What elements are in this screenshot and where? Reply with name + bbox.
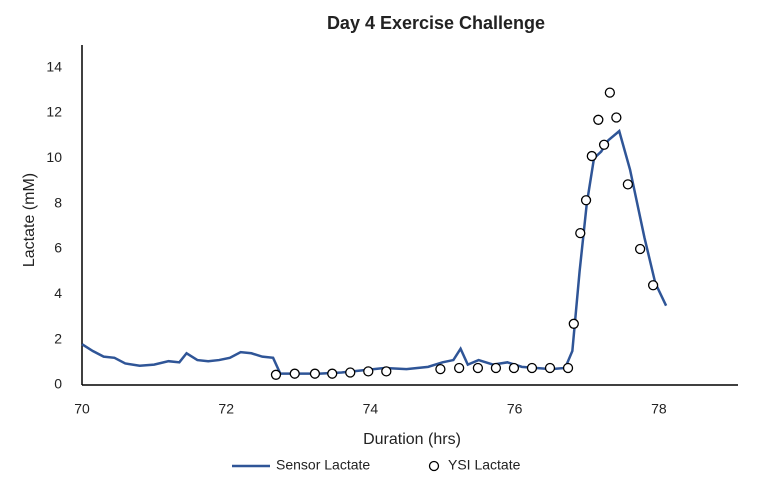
x-tick-label: 76: [507, 401, 523, 417]
chart-title: Day 4 Exercise Challenge: [327, 13, 545, 33]
ysi-point: [453, 362, 465, 374]
ysi-point: [289, 368, 300, 379]
ysi-point: [586, 150, 597, 162]
ysi-point: [562, 362, 574, 374]
ysi-point: [526, 362, 538, 374]
y-tick-label: 2: [54, 330, 62, 346]
ysi-point: [309, 368, 321, 379]
ysi-point: [604, 87, 616, 98]
y-tick-label: 12: [46, 104, 62, 120]
x-tick-label: 70: [74, 401, 90, 417]
ysi-point: [580, 195, 592, 206]
ysi-point: [593, 114, 604, 125]
ysi-point: [472, 362, 484, 374]
legend-swatch: [428, 460, 440, 472]
y-tick-label: 4: [54, 285, 62, 301]
y-tick-label: 10: [46, 149, 62, 165]
y-axis-label: Lactate (mM): [21, 173, 38, 267]
y-tick-label: 8: [54, 194, 62, 210]
ysi-point: [381, 366, 392, 377]
ysi-point: [363, 366, 374, 377]
ysi-point: [575, 227, 586, 239]
y-tick-label: 14: [46, 58, 62, 74]
ysi-point: [508, 362, 520, 374]
x-tick-label: 74: [363, 401, 379, 417]
ysi-point: [435, 363, 446, 375]
ysi-point: [345, 367, 356, 378]
ysi-point: [568, 318, 579, 329]
ysi-point: [634, 243, 646, 255]
ysi-point: [622, 179, 634, 190]
ysi-point: [490, 362, 502, 374]
ysi-point: [544, 362, 556, 374]
legend-label: Sensor Lactate: [276, 457, 370, 473]
x-axis-label: Duration (hrs): [363, 431, 461, 448]
legend-label: YSI Lactate: [448, 457, 521, 473]
ysi-point: [611, 112, 622, 123]
ysi-point: [647, 280, 659, 291]
ysi-point: [270, 369, 282, 380]
sensor-line: [81, 128, 668, 375]
y-tick-label: 6: [54, 240, 62, 256]
y-tick-label: 0: [54, 376, 62, 392]
x-tick-label: 72: [218, 401, 234, 417]
ysi-point: [327, 368, 338, 379]
ysi-point: [598, 139, 610, 150]
x-tick-label: 78: [651, 401, 667, 417]
